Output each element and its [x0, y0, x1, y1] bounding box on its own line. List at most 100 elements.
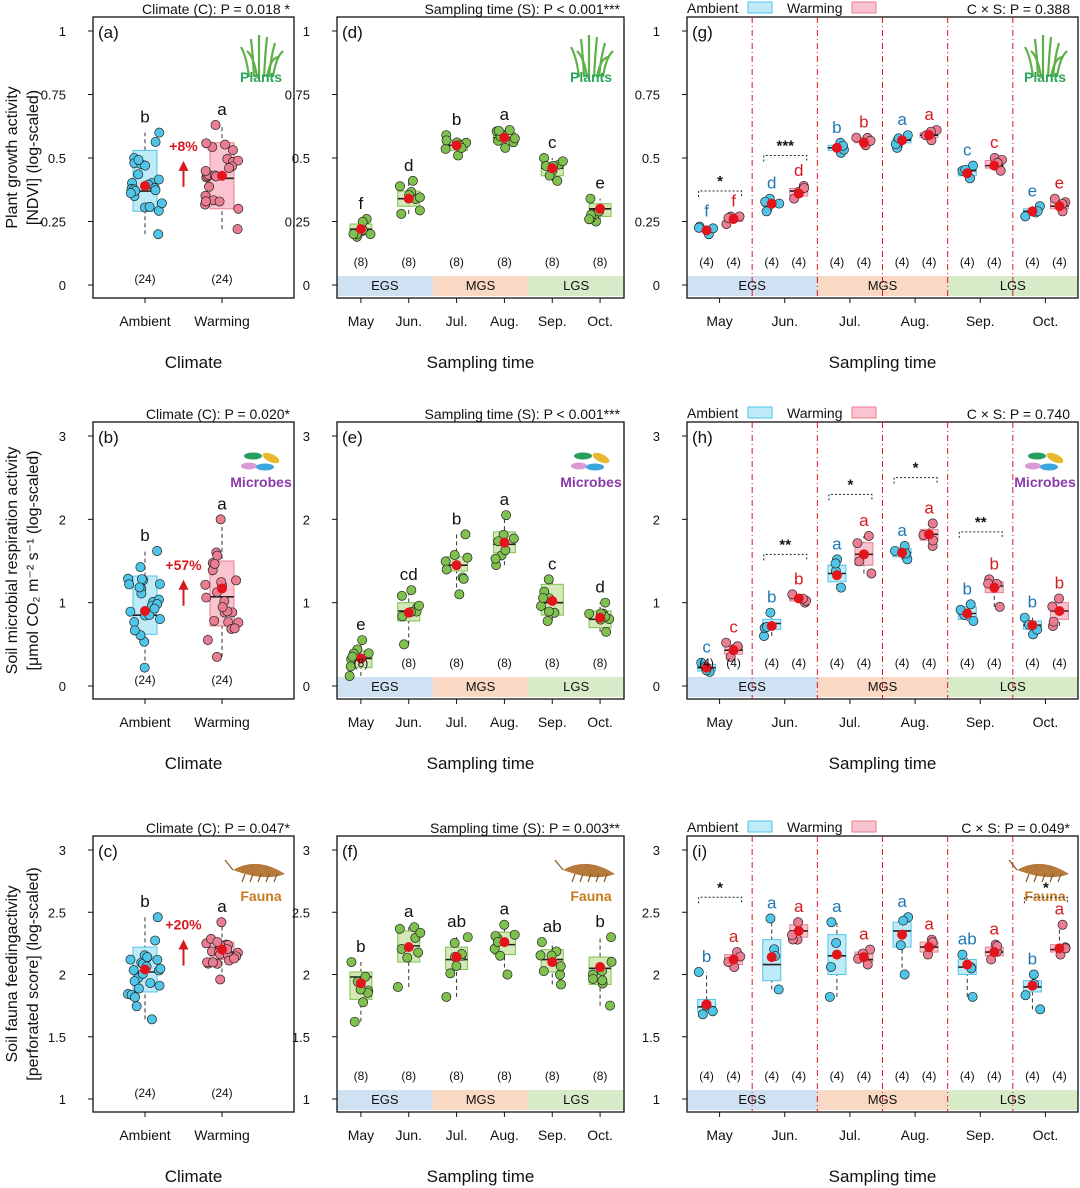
panel-letter: (b) [98, 428, 119, 447]
group-letter: a [767, 893, 777, 912]
x-tick-label: Warming [194, 313, 250, 329]
box-4: b (4) [787, 569, 812, 670]
data-point [927, 518, 938, 529]
sample-size-label: (4) [830, 1069, 845, 1083]
box-2: f (4) [721, 191, 745, 269]
data-point [136, 574, 147, 585]
box-2: c (4) [721, 618, 744, 670]
data-point [536, 937, 547, 948]
season-label: LGS [563, 1092, 589, 1107]
box-12: e (4) [1049, 174, 1071, 269]
mean-marker [897, 135, 908, 146]
data-point [866, 568, 877, 579]
season-band-lgs [528, 677, 624, 697]
box-3: d (4) [760, 174, 785, 269]
box-10: a (4) [984, 920, 1004, 1083]
group-letter: a [897, 110, 907, 129]
grass-blade [271, 50, 284, 78]
legend-ambient-swatch [747, 406, 773, 419]
sample-size-label: (4) [1052, 255, 1067, 269]
data-point [146, 1014, 157, 1025]
mean-marker [766, 198, 777, 209]
panel-b: 0 1 2 3 (b) Climate (C): P = 0.020* Microbes Am… [59, 406, 295, 773]
group-letter: d [767, 174, 776, 193]
larva-antenna [554, 859, 564, 871]
x-tick-label: Oct. [1033, 1127, 1059, 1143]
data-point [217, 602, 228, 613]
panel-d: EGS MGS LGS 0 0.25 0.5 0.75 1 (d) Sampling time (… [285, 1, 625, 372]
grass-icon [240, 35, 284, 78]
group-letter: d [595, 578, 604, 597]
larva-leg [1049, 873, 1054, 883]
box-6: a (4) [852, 511, 877, 670]
group-letter: a [924, 105, 934, 124]
data-point [125, 188, 136, 199]
group-letter: a [500, 900, 510, 919]
data-point [212, 550, 223, 561]
mean-marker [140, 180, 150, 191]
larva-leg [579, 873, 584, 883]
x-tick-label: Sep. [538, 1127, 567, 1143]
data-point [585, 193, 596, 204]
box-5: ab (8) [535, 917, 566, 1083]
x-tick-label: Jun. [772, 313, 798, 329]
mean-marker [217, 170, 227, 181]
sample-size-label: (8) [545, 1069, 560, 1083]
data-point [200, 196, 211, 207]
panel-title: C × S: P = 0.388 [967, 1, 1070, 17]
grass-blade [595, 55, 610, 78]
plot-frame [336, 421, 625, 700]
panel-title: C × S: P = 0.740 [967, 406, 1070, 422]
microbe-cell [256, 463, 274, 471]
data-point [761, 206, 772, 217]
x-tick-label: Sep. [966, 1127, 995, 1143]
grass-blade [592, 36, 599, 78]
larva-leg [587, 873, 592, 883]
box-3: ab (8) [441, 912, 473, 1083]
data-point [1019, 612, 1030, 623]
sample-size-label: (4) [726, 1069, 741, 1083]
season-band-mgs [432, 1090, 529, 1110]
icon-label: Microbes [560, 474, 622, 490]
data-point [557, 156, 568, 167]
data-point [500, 142, 511, 153]
data-point [153, 174, 164, 185]
panel-c: 1 1.5 2 2.5 3 (c) Climate (C): P = 0.047* Fauna… [48, 820, 295, 1186]
mean-marker [595, 203, 606, 214]
data-point [130, 992, 140, 1003]
grass-blade [265, 55, 280, 78]
x-axis-title: Sampling time [427, 353, 535, 372]
mean-marker [962, 959, 973, 970]
sample-size-label: (4) [857, 1069, 872, 1083]
data-point [462, 932, 473, 943]
y-tick-label: 3 [59, 429, 66, 444]
x-axis-title: Sampling time [829, 1167, 937, 1186]
season-label: EGS [371, 679, 399, 694]
y-tick-label: 1 [59, 596, 66, 611]
data-point [155, 579, 165, 590]
sample-size-label: (4) [830, 656, 845, 670]
panel-title: Climate (C): P = 0.018 * [142, 1, 291, 17]
legend-warming-label: Warming [787, 0, 843, 16]
data-point [233, 155, 243, 166]
data-point [584, 608, 595, 619]
sample-size-label: (4) [791, 255, 806, 269]
y-tick-label: 1 [303, 24, 310, 39]
sample-size-label: (4) [791, 656, 806, 670]
data-point [232, 224, 243, 235]
y-tick-label: 0 [303, 278, 310, 293]
data-point [830, 558, 841, 569]
y-tick-label: 0.25 [41, 215, 66, 230]
mean-marker [728, 213, 739, 224]
mean-marker [831, 142, 842, 153]
x-tick-label: May [348, 313, 374, 329]
sample-size-label: (24) [134, 1086, 155, 1100]
microbe-cell [592, 452, 610, 464]
sample-size-label: (8) [354, 1069, 369, 1083]
legend-ambient-swatch [747, 820, 773, 833]
sample-size-label: (8) [593, 656, 608, 670]
effect-arrowhead [178, 160, 189, 171]
grass-blade [1030, 50, 1043, 78]
group-letter: ab [447, 912, 466, 931]
data-point [1020, 990, 1031, 1001]
